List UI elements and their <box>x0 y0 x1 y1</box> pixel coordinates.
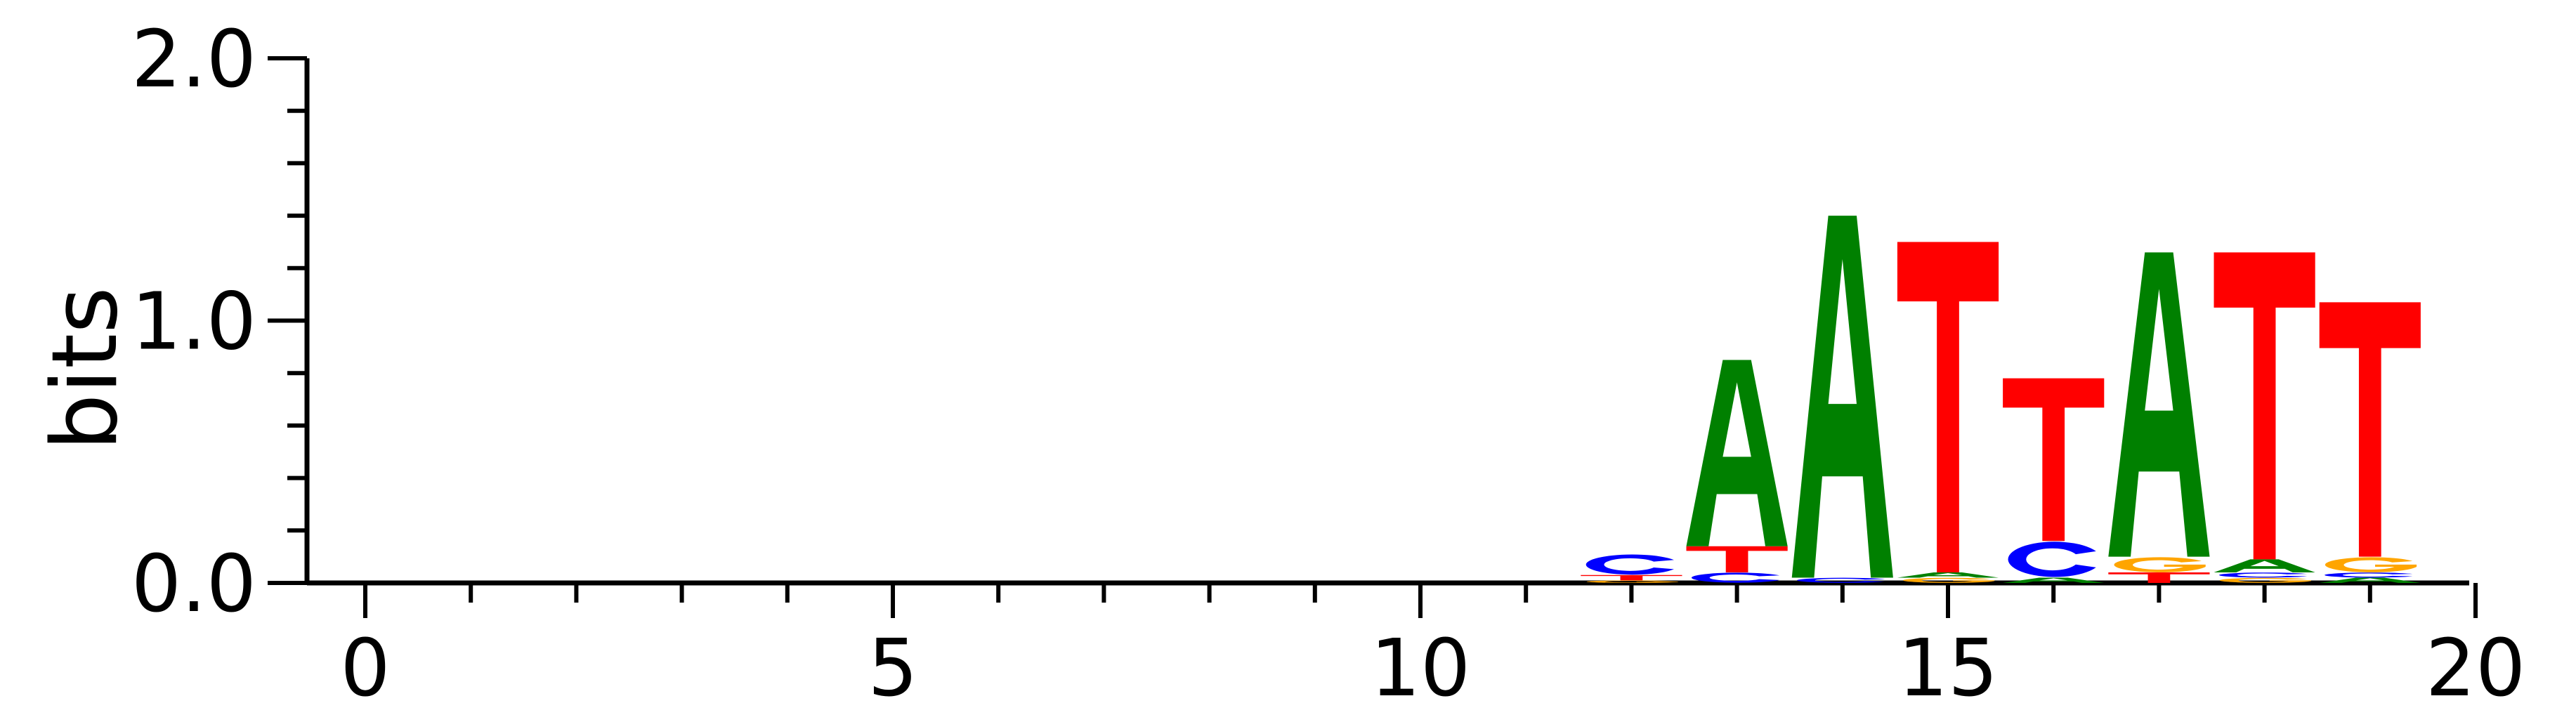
letter-a-pos-15 <box>1897 572 1999 578</box>
letter-a-pos-13 <box>1686 360 1788 546</box>
letter-a-pos-16 <box>2003 577 2105 583</box>
x-tick-label: 5 <box>868 623 917 714</box>
y-tick-label: 0.0 <box>131 539 256 630</box>
y-tick-label: 1.0 <box>131 277 256 368</box>
x-tick-label: 15 <box>1898 623 1999 714</box>
letter-t-pos-17 <box>2108 572 2210 583</box>
letter-t-pos-19 <box>2319 302 2421 557</box>
letter-c-pos-18 <box>2218 572 2308 578</box>
letter-a-pos-17 <box>2108 252 2210 557</box>
letter-g-pos-12 <box>1586 580 1678 583</box>
y-tick-label: 2.0 <box>131 14 256 105</box>
y-axis-label: bits <box>33 287 138 451</box>
x-tick-label: 20 <box>2426 623 2526 714</box>
letter-g-pos-18 <box>2219 577 2311 583</box>
logo-letters <box>1581 216 2421 583</box>
letter-c-pos-19 <box>2325 572 2413 578</box>
letter-c-pos-14 <box>1797 577 1885 583</box>
letter-t-pos-13 <box>1686 546 1788 573</box>
letter-g-pos-15 <box>1903 577 1995 583</box>
letter-c-pos-16 <box>2008 542 2096 577</box>
letter-t-pos-16 <box>2003 378 2105 542</box>
letter-a-pos-18 <box>2214 559 2315 573</box>
letter-t-pos-18 <box>2214 252 2315 560</box>
letter-c-pos-12 <box>1586 554 1674 575</box>
chart-axes: 0.0 1.0 2.0 0 5 10 15 20 <box>131 14 2525 714</box>
letter-t-pos-15 <box>1897 242 1999 573</box>
x-tick-label: 10 <box>1371 623 1471 714</box>
letter-a-pos-14 <box>1791 216 1893 578</box>
letter-g-pos-17 <box>2114 557 2206 572</box>
letter-t-pos-12 <box>1581 575 1682 581</box>
x-tick-label: 0 <box>340 623 390 714</box>
letter-c-pos-13 <box>1691 572 1780 583</box>
letter-a-pos-19 <box>2319 577 2421 583</box>
letter-g-pos-19 <box>2325 557 2417 572</box>
